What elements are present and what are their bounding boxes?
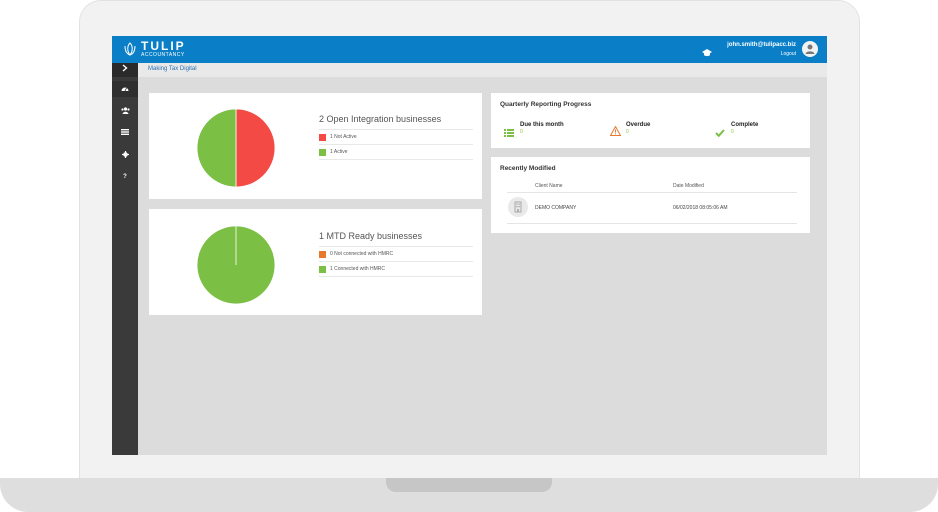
legend-item: 1 Not Active xyxy=(319,129,473,144)
pie-slice[interactable] xyxy=(235,108,276,188)
graduation-cap-icon[interactable] xyxy=(702,44,712,62)
progress-label: Due this month xyxy=(520,122,564,128)
legend-swatch xyxy=(319,148,326,156)
integration-card: 2 Open Integration businesses 1 Not Acti… xyxy=(149,93,482,199)
integration-title: 2 Open Integration businesses xyxy=(319,114,442,124)
sidebar-item-settings[interactable] xyxy=(112,147,138,163)
legend-label: 0 Not connected with HMRC xyxy=(330,251,394,257)
sidebar-item-dashboard[interactable] xyxy=(112,81,138,97)
building-icon xyxy=(508,197,528,217)
sidebar-item-help[interactable]: ? xyxy=(112,169,138,185)
recent-title: Recently Modified xyxy=(500,165,556,172)
progress-label: Overdue xyxy=(626,122,651,128)
mtd-pie-chart xyxy=(196,225,276,305)
progress-label: Complete xyxy=(731,122,759,128)
progress-value: 0 xyxy=(520,129,523,135)
logo-subtitle: ACCOUNTANCY xyxy=(141,52,185,58)
gear-icon xyxy=(121,150,129,158)
progress-value: 0 xyxy=(626,129,629,135)
column-header-date[interactable]: Date Modified xyxy=(673,183,704,189)
integration-pie-chart xyxy=(196,108,276,188)
sidebar-item-list[interactable] xyxy=(112,125,138,141)
sidebar-item-clients[interactable] xyxy=(112,103,138,119)
warning-icon xyxy=(609,123,622,141)
top-bar: TULIP ACCOUNTANCY john.smith@tulipacc.bi… xyxy=(112,36,827,63)
logo-name: TULIP xyxy=(141,39,186,53)
sidebar: ? xyxy=(112,63,138,455)
users-icon xyxy=(120,107,130,114)
legend-swatch xyxy=(319,250,326,258)
sidebar-toggle[interactable] xyxy=(112,63,138,77)
legend-item: 1 Connected with HMRC xyxy=(319,261,473,277)
app-screen: TULIP ACCOUNTANCY john.smith@tulipacc.bi… xyxy=(112,36,827,455)
legend-item: 0 Not connected with HMRC xyxy=(319,246,473,261)
legend-swatch xyxy=(319,133,326,141)
progress-complete[interactable]: Complete 0 xyxy=(715,122,759,138)
help-icon: ? xyxy=(123,174,127,180)
user-email[interactable]: john.smith@tulipacc.biz xyxy=(727,42,796,48)
list-icon xyxy=(121,129,129,136)
recent-card: Recently Modified Client Name Date Modif… xyxy=(491,157,810,233)
legend-item: 1 Active xyxy=(319,144,473,160)
tulip-logo-icon xyxy=(122,41,138,57)
chevron-right-icon xyxy=(122,64,128,74)
quarterly-title: Quarterly Reporting Progress xyxy=(500,101,592,108)
date-modified-cell: 06/02/2018 08:05:06 AM xyxy=(673,205,728,211)
progress-value: 0 xyxy=(731,129,734,135)
column-header-client[interactable]: Client Name xyxy=(535,183,563,189)
mtd-card: 1 MTD Ready businesses 0 Not connected w… xyxy=(149,209,482,315)
legend-label: 1 Active xyxy=(330,149,348,155)
progress-overdue[interactable]: Overdue 0 xyxy=(609,122,651,136)
progress-due[interactable]: Due this month 0 xyxy=(504,122,564,137)
breadcrumb-bar: Making Tax Digital xyxy=(112,63,827,77)
legend-label: 1 Connected with HMRC xyxy=(330,266,386,272)
legend-label: 1 Not Active xyxy=(330,134,357,140)
logout-link[interactable]: Logout xyxy=(780,51,796,57)
dashboard-icon xyxy=(121,86,129,92)
logo[interactable]: TULIP ACCOUNTANCY xyxy=(122,40,186,58)
mtd-title: 1 MTD Ready businesses xyxy=(319,231,423,241)
breadcrumb[interactable]: Making Tax Digital xyxy=(148,66,197,72)
quarterly-card: Quarterly Reporting Progress Due this mo… xyxy=(491,93,810,148)
list-icon xyxy=(504,124,514,142)
check-icon xyxy=(715,124,725,142)
legend-swatch xyxy=(319,265,326,273)
avatar[interactable] xyxy=(802,41,818,57)
client-name-cell[interactable]: DEMO COMPANY xyxy=(535,205,577,211)
laptop-notch xyxy=(386,478,552,492)
pie-slice[interactable] xyxy=(196,108,237,188)
table-row[interactable]: DEMO COMPANY 06/02/2018 08:05:06 AM xyxy=(507,194,797,222)
